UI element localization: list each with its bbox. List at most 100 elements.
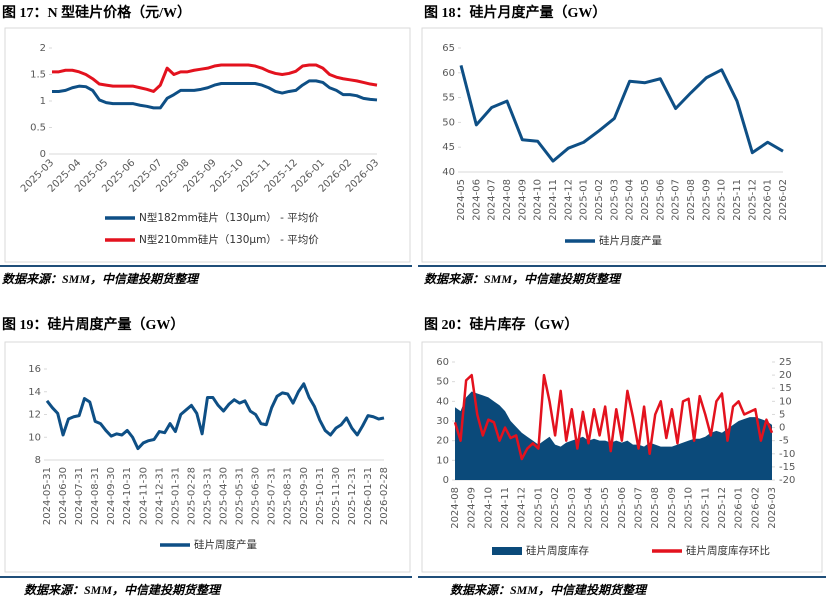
x-tick-label: 2024-12 — [517, 487, 528, 529]
y-tick-label: 60 — [436, 357, 449, 368]
y-tick-label: 0 — [443, 475, 449, 486]
y-tick-label: 10 — [28, 432, 41, 443]
x-tick-label: 2025-07 — [634, 487, 645, 529]
figure-title: 图 18：硅片月度产量（GW） — [424, 4, 606, 21]
legend-label: 硅片月度产量 — [599, 234, 662, 247]
x-tick-label: 2025-03 — [567, 487, 578, 529]
x-tick-label: 2024-05-31 — [42, 467, 53, 525]
x-tick-label: 2024-12 — [563, 179, 574, 221]
legend-label: 硅片周度产量 — [194, 538, 257, 551]
legend-swatch — [492, 547, 522, 555]
x-tick-label: 2025-10 — [717, 179, 728, 221]
x-tick-label: 2025-05 — [600, 487, 611, 529]
x-tick-label: 2025-12 — [747, 179, 758, 221]
x-tick-label: 2025-06 — [617, 487, 628, 529]
x-tick-label: 2025-04 — [583, 487, 594, 529]
source-note: 数据来源：SMM，中信建投期货整理 — [24, 583, 222, 597]
x-tick-label: 2025-06-30 — [251, 467, 262, 525]
y-tick-label: 40 — [436, 396, 449, 407]
x-tick-label: 2025-01-31 — [170, 467, 181, 525]
x-tick-label: 2024-08-31 — [90, 467, 101, 525]
x-tick-label: 2024-10 — [483, 487, 494, 529]
y2-tick-label: -15 — [779, 462, 795, 473]
x-tick-label: 2025-01 — [579, 179, 590, 221]
y-tick-label: 16 — [28, 364, 41, 375]
x-tick-label: 2025-04 — [625, 179, 636, 221]
y-tick-label: 30 — [436, 416, 449, 427]
x-tick-label: 2025-11 — [732, 179, 743, 221]
x-tick-label: 2025-12-31 — [347, 467, 358, 525]
line — [45, 382, 385, 451]
y-tick-label: 14 — [28, 387, 41, 398]
x-tick-label: 2025-03 — [609, 179, 620, 221]
x-tick-label: 2024-09-30 — [106, 467, 117, 525]
x-tick-label: 2025-02 — [594, 179, 605, 221]
y-tick-label: 50 — [442, 117, 455, 128]
x-tick-label: 2025-11 — [700, 487, 711, 529]
x-tick-label: 2024-07 — [487, 179, 498, 221]
line — [453, 373, 774, 461]
legend-label: 硅片周度库存环比 — [686, 544, 770, 557]
x-tick-label: 2026-02 — [750, 487, 761, 529]
y2-tick-label: -20 — [779, 475, 795, 486]
x-tick-label: 2024-05 — [456, 179, 467, 221]
x-tick-label: 2025-02-28 — [186, 467, 197, 525]
x-tick-label: 2025-08-31 — [283, 467, 294, 525]
y-tick-label: 45 — [442, 142, 455, 153]
x-tick-label: 2025-11-30 — [331, 467, 342, 525]
x-tick-label: 2024-12-31 — [154, 467, 165, 525]
x-tick-label: 2025-02 — [550, 487, 561, 529]
chart-frame — [421, 27, 823, 263]
chart-frame — [421, 341, 823, 573]
x-tick-label: 2025-05 — [640, 179, 651, 221]
x-tick-label: 2025-05-31 — [235, 467, 246, 525]
y2-tick-label: 15 — [779, 383, 792, 394]
x-tick-label: 2024-11 — [548, 179, 559, 221]
x-tick-label: 2024-10-31 — [122, 467, 133, 525]
y-tick-label: 65 — [442, 43, 455, 54]
x-tick-label: 2025-08 — [650, 487, 661, 529]
line — [459, 64, 784, 163]
x-tick-label: 2025-07 — [671, 179, 682, 221]
figure-title: 图 17：N 型硅片价格（元/W） — [2, 4, 191, 21]
x-tick-label: 2025-08 — [686, 179, 697, 221]
x-tick-label: 2026-02 — [778, 179, 789, 221]
y-tick-label: 2 — [40, 43, 46, 54]
chart-frame — [4, 27, 411, 263]
y-tick-label: 12 — [28, 410, 41, 421]
x-tick-label: 2025-01 — [533, 487, 544, 529]
y-tick-label: 40 — [442, 167, 455, 178]
x-tick-label: 2026-02-28 — [379, 467, 390, 525]
x-tick-label: 2025-09 — [667, 487, 678, 529]
y-tick-label: 8 — [35, 455, 41, 466]
y-tick-label: 1 — [40, 96, 46, 107]
y2-tick-label: 0 — [779, 423, 785, 434]
x-tick-label: 2025-10-31 — [315, 467, 326, 525]
x-tick-label: 2026-01 — [763, 179, 774, 221]
figure-title: 图 19：硅片周度产量（GW） — [2, 316, 184, 333]
x-tick-label: 2024-11 — [500, 487, 511, 529]
x-tick-label: 2025-10 — [684, 487, 695, 529]
x-tick-label: 2025-07-31 — [267, 467, 278, 525]
y2-tick-label: 25 — [779, 357, 792, 368]
x-tick-label: 2025-09 — [701, 179, 712, 221]
x-tick-label: 2024-08 — [450, 487, 461, 529]
y-tick-label: 0 — [40, 149, 46, 160]
x-tick-label: 2025-03-31 — [202, 467, 213, 525]
x-tick-label: 2024-11-30 — [138, 467, 149, 525]
x-tick-label: 2026-03 — [767, 487, 778, 529]
y-tick-label: 0.5 — [30, 123, 46, 134]
area — [455, 391, 772, 480]
y2-tick-label: 20 — [779, 370, 792, 381]
x-tick-label: 2024-10 — [533, 179, 544, 221]
y-tick-label: 10 — [436, 455, 449, 466]
x-tick-label: 2025-06 — [655, 179, 666, 221]
y-tick-label: 1.5 — [30, 70, 46, 81]
x-tick-label: 2024-09 — [517, 179, 528, 221]
y2-tick-label: 10 — [779, 396, 792, 407]
y2-tick-label: 5 — [779, 409, 785, 420]
y-tick-label: 50 — [436, 377, 449, 388]
chart-frame — [4, 341, 411, 573]
figure-title: 图 20：硅片库存（GW） — [424, 316, 578, 333]
legend-label: N型182mm硅片（130μm） - 平均价 — [139, 211, 319, 224]
